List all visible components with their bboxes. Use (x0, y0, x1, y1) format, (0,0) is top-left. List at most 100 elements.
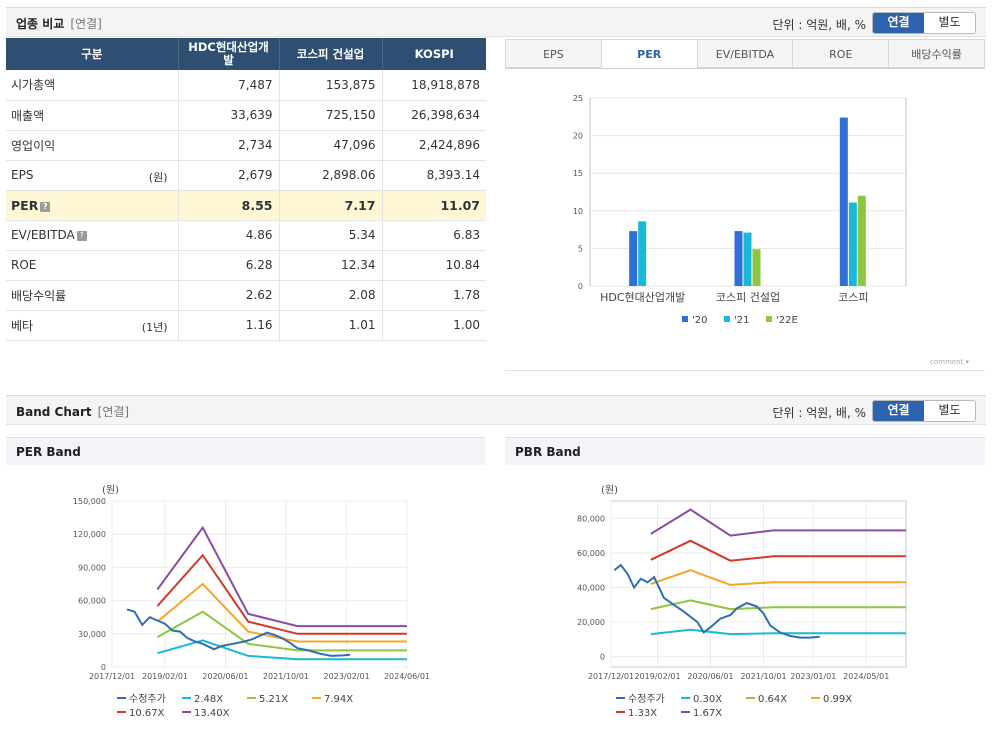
per-band-title: PER Band (6, 437, 485, 465)
series-line (156, 553, 407, 635)
band-unit: 단위 : 억원, 배, % (772, 406, 866, 420)
row-label-text: 배당수익률 (11, 288, 67, 303)
y-tick-label: 60,000 (78, 597, 106, 606)
compare-sub: [연결] (70, 17, 102, 31)
table-cell: 7,487 (177, 70, 279, 101)
legend-label: 5.21X (259, 694, 288, 705)
legend-swatch (724, 316, 730, 322)
legend-label: 2.48X (194, 694, 223, 705)
y-tick-label: 0 (600, 653, 605, 662)
compare-toggle: 연결 별도 (872, 12, 976, 34)
row-label: ROE (6, 250, 178, 281)
table-cell: 6.83 (381, 220, 486, 251)
y-tick-label: 120,000 (73, 530, 106, 539)
bar (629, 231, 638, 286)
series-line (156, 525, 407, 628)
divider (505, 370, 985, 371)
x-tick-label: 2017/12/01 (588, 672, 634, 681)
series-line (613, 563, 820, 639)
table-row: 배당수익률 2.62 2.08 1.78 (6, 280, 486, 311)
table-cell: 8,393.14 (381, 160, 486, 191)
tab-배당수익률[interactable]: 배당수익률 (888, 39, 985, 68)
bar (743, 232, 752, 286)
band-consolidated-button[interactable]: 연결 (873, 401, 924, 421)
series-line (157, 639, 407, 661)
per-band-chart: (원) 0 30,000 60,000 90,000 120,000 150,000 2017… (73, 484, 430, 719)
row-unit-note: (1년) (141, 320, 168, 334)
table-cell: 1.00 (381, 310, 486, 341)
pbr-band-title: PBR Band (505, 437, 985, 465)
table-cell: 12.34 (278, 250, 382, 281)
band-header: Band Chart [연결] 단위 : 억원, 배, % 연결 별도 (6, 395, 986, 425)
series-line (650, 508, 906, 537)
x-tick-label: 2017/12/01 (89, 672, 135, 681)
legend-label: 13.40X (194, 708, 230, 719)
legend-swatch (766, 316, 772, 322)
header-sector: 코스피 건설업 (278, 38, 382, 70)
row-label-text: ROE (11, 258, 37, 272)
y-tick-label: 30,000 (78, 630, 106, 639)
legend-label: '20 (692, 315, 707, 326)
row-label: EPS (원) (6, 160, 178, 191)
tab-eps[interactable]: EPS (505, 39, 601, 68)
table-cell: 2,734 (177, 130, 279, 161)
x-tick-label: 2020/06/01 (687, 672, 733, 681)
y-axis-unit: (원) (102, 484, 119, 496)
table-cell: 2.62 (177, 280, 279, 311)
band-toggle: 연결 별도 (872, 400, 976, 422)
table-row: PER? 8.55 7.17 11.07 (6, 190, 486, 221)
x-tick-label: 2023/01/01 (790, 672, 836, 681)
header-company: HDC현대산업개발 (177, 38, 279, 70)
table-row: 영업이익 2,734 47,096 2,424,896 (6, 130, 486, 161)
tab-evebitda[interactable]: EV/EBITDA (696, 39, 793, 68)
compare-header: 업종 비교 [연결] 단위 : 억원, 배, % 연결 별도 (6, 7, 986, 37)
comment-link[interactable]: comment ▾ (930, 358, 970, 366)
indicator-tabs: EPS PER EV/EBITDA ROE 배당수익률 (505, 39, 985, 69)
x-category-label: HDC현대산업개발 (600, 291, 685, 304)
separate-button[interactable]: 별도 (924, 13, 975, 33)
band-separate-button[interactable]: 별도 (924, 401, 975, 421)
tab-roe[interactable]: ROE (792, 39, 889, 68)
comparison-table: 구분 HDC현대산업개발 코스피 건설업 KOSPI 시가총액 7,487 153,… (6, 38, 486, 341)
row-label: 배당수익률 (6, 280, 178, 311)
table-row: EPS (원) 2,679 2,898.06 8,393.14 (6, 160, 486, 191)
help-icon[interactable]: ? (40, 201, 51, 212)
x-tick-label: 2024/05/01 (843, 672, 889, 681)
tab-per[interactable]: PER (600, 39, 697, 68)
y-tick-label: 20,000 (577, 618, 605, 627)
help-icon[interactable]: ? (76, 231, 87, 241)
row-label: 매출액 (6, 100, 178, 131)
series-line (650, 539, 906, 562)
y-tick-label: 10 (573, 207, 583, 216)
table-cell: 18,918,878 (381, 70, 486, 101)
y-tick-label: 150,000 (73, 497, 106, 506)
bar (857, 195, 866, 286)
y-tick-label: 0 (101, 663, 106, 672)
x-tick-label: 2021/10/01 (740, 672, 786, 681)
y-tick-label: 40,000 (577, 583, 605, 592)
series-line (650, 599, 906, 611)
table-cell: 1.78 (381, 280, 486, 311)
y-tick-label: 15 (573, 169, 583, 178)
row-label: PER? (6, 190, 178, 221)
legend-label: 수정주가 (129, 693, 166, 705)
legend-label: 0.64X (758, 694, 787, 705)
row-label-text: 시가총액 (11, 78, 56, 93)
x-category-label: 코스피 (838, 291, 868, 304)
y-tick-label: 60,000 (577, 549, 605, 558)
table-row: 시가총액 7,487 153,875 18,918,878 (6, 70, 486, 101)
per-bar-chart: 0 5 10 15 20 25 HDC현대산업개발 코스피 건설업 코스피 '20 '21 '22E (573, 94, 907, 326)
table-cell: 7.17 (278, 190, 382, 221)
row-label-text: EPS (11, 168, 34, 182)
x-tick-label: 2019/02/01 (634, 672, 680, 681)
table-cell: 11.07 (381, 190, 486, 221)
consolidated-button[interactable]: 연결 (873, 13, 924, 33)
bar (752, 249, 761, 286)
series-line (650, 569, 906, 586)
y-tick-label: 25 (573, 94, 583, 103)
legend-label: 7.94X (324, 694, 353, 705)
x-tick-label: 2020/06/01 (202, 672, 248, 681)
bar (638, 221, 647, 286)
band-sub: [연결] (97, 405, 130, 419)
y-tick-label: 5 (578, 244, 583, 253)
